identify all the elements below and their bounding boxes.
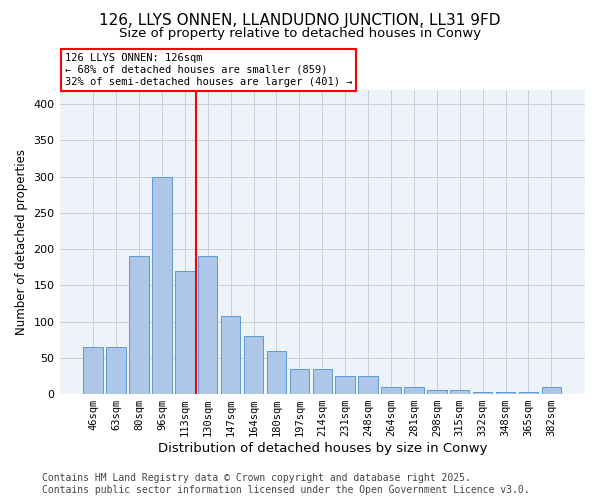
Bar bbox=[267, 350, 286, 394]
Text: Size of property relative to detached houses in Conwy: Size of property relative to detached ho… bbox=[119, 28, 481, 40]
Bar bbox=[129, 256, 149, 394]
Bar bbox=[404, 387, 424, 394]
Bar bbox=[244, 336, 263, 394]
Bar bbox=[381, 387, 401, 394]
Bar bbox=[290, 368, 309, 394]
Bar bbox=[198, 256, 217, 394]
Bar bbox=[427, 390, 446, 394]
Bar bbox=[450, 390, 469, 394]
Bar bbox=[358, 376, 378, 394]
Bar bbox=[313, 368, 332, 394]
Bar bbox=[519, 392, 538, 394]
X-axis label: Distribution of detached houses by size in Conwy: Distribution of detached houses by size … bbox=[158, 442, 487, 455]
Bar bbox=[152, 176, 172, 394]
Bar bbox=[542, 387, 561, 394]
Y-axis label: Number of detached properties: Number of detached properties bbox=[15, 149, 28, 335]
Bar bbox=[335, 376, 355, 394]
Bar bbox=[175, 271, 194, 394]
Bar bbox=[496, 392, 515, 394]
Text: Contains HM Land Registry data © Crown copyright and database right 2025.
Contai: Contains HM Land Registry data © Crown c… bbox=[42, 474, 530, 495]
Text: 126, LLYS ONNEN, LLANDUDNO JUNCTION, LL31 9FD: 126, LLYS ONNEN, LLANDUDNO JUNCTION, LL3… bbox=[99, 12, 501, 28]
Bar bbox=[83, 347, 103, 394]
Bar bbox=[106, 347, 126, 394]
Text: 126 LLYS ONNEN: 126sqm
← 68% of detached houses are smaller (859)
32% of semi-de: 126 LLYS ONNEN: 126sqm ← 68% of detached… bbox=[65, 54, 352, 86]
Bar bbox=[473, 392, 493, 394]
Bar bbox=[221, 316, 241, 394]
